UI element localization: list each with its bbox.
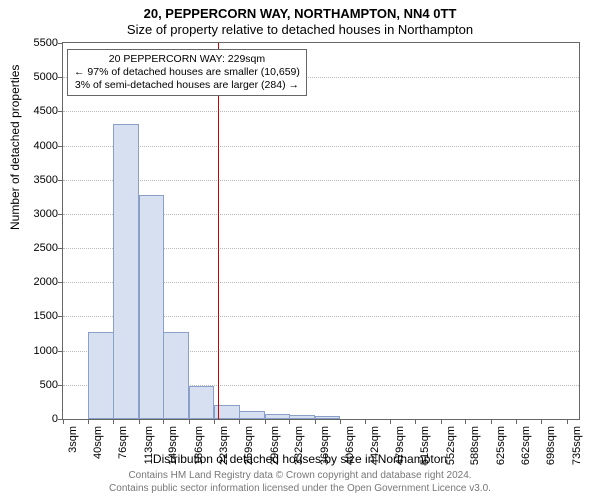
x-tick-label: 662sqm	[520, 426, 532, 465]
x-tick-mark	[189, 419, 190, 424]
x-tick-mark	[139, 419, 140, 424]
x-tick-mark	[465, 419, 466, 424]
y-tick-mark	[58, 214, 63, 215]
x-tick-label: 588sqm	[469, 426, 481, 465]
histogram-bar	[163, 332, 188, 420]
y-tick-label: 4500	[18, 105, 58, 117]
x-tick-mark	[415, 419, 416, 424]
y-tick-label: 1000	[18, 345, 58, 357]
x-tick-mark	[491, 419, 492, 424]
x-tick-label: 223sqm	[218, 426, 230, 465]
x-tick-mark	[340, 419, 341, 424]
y-tick-mark	[58, 180, 63, 181]
histogram-bar	[315, 416, 340, 419]
x-tick-mark	[63, 419, 64, 424]
histogram-bar	[88, 332, 113, 419]
histogram-bar	[265, 414, 290, 419]
reference-line	[218, 43, 219, 419]
x-tick-mark	[214, 419, 215, 424]
y-tick-mark	[58, 385, 63, 386]
y-tick-label: 2000	[18, 276, 58, 288]
x-tick-label: 186sqm	[193, 426, 205, 465]
y-tick-mark	[58, 351, 63, 352]
histogram-bar	[139, 195, 164, 419]
annotation-line1: 20 PEPPERCORN WAY: 229sqm	[74, 53, 300, 66]
x-tick-label: 515sqm	[419, 426, 431, 465]
y-tick-mark	[58, 43, 63, 44]
x-tick-label: 442sqm	[369, 426, 381, 465]
x-tick-label: 735sqm	[571, 426, 583, 465]
x-tick-mark	[265, 419, 266, 424]
histogram-bar	[289, 415, 314, 419]
x-tick-label: 625sqm	[495, 426, 507, 465]
annotation-box: 20 PEPPERCORN WAY: 229sqm ← 97% of detac…	[67, 49, 307, 96]
footer-licence: Contains public sector information licen…	[0, 483, 600, 494]
histogram-bar	[189, 386, 214, 419]
histogram-bar	[113, 124, 138, 419]
chart-container: 20, PEPPERCORN WAY, NORTHAMPTON, NN4 0TT…	[0, 0, 600, 500]
x-tick-label: 552sqm	[445, 426, 457, 465]
y-tick-label: 5000	[18, 71, 58, 83]
grid-line	[63, 111, 579, 112]
y-tick-label: 5500	[18, 37, 58, 49]
x-tick-label: 259sqm	[243, 426, 255, 465]
y-tick-label: 1500	[18, 310, 58, 322]
x-tick-label: 479sqm	[394, 426, 406, 465]
y-tick-mark	[58, 146, 63, 147]
x-tick-label: 40sqm	[92, 426, 104, 459]
x-tick-label: 3sqm	[67, 426, 79, 453]
plot-area	[62, 42, 580, 420]
y-tick-label: 3000	[18, 208, 58, 220]
y-tick-label: 2500	[18, 242, 58, 254]
footer-copyright: Contains HM Land Registry data © Crown c…	[0, 470, 600, 481]
annotation-line3: 3% of semi-detached houses are larger (2…	[74, 79, 300, 92]
y-tick-mark	[58, 77, 63, 78]
y-tick-mark	[58, 111, 63, 112]
grid-line	[63, 146, 579, 147]
y-tick-label: 3500	[18, 174, 58, 186]
y-tick-label: 0	[18, 413, 58, 425]
x-tick-mark	[163, 419, 164, 424]
y-tick-mark	[58, 248, 63, 249]
histogram-bar	[239, 411, 264, 419]
x-tick-label: 406sqm	[344, 426, 356, 465]
x-tick-label: 76sqm	[117, 426, 129, 459]
grid-line	[63, 180, 579, 181]
x-tick-mark	[441, 419, 442, 424]
x-tick-label: 149sqm	[167, 426, 179, 465]
x-tick-mark	[289, 419, 290, 424]
x-tick-mark	[113, 419, 114, 424]
chart-title-main: 20, PEPPERCORN WAY, NORTHAMPTON, NN4 0TT	[0, 6, 600, 21]
y-tick-mark	[58, 282, 63, 283]
x-tick-mark	[239, 419, 240, 424]
x-tick-mark	[365, 419, 366, 424]
x-tick-mark	[88, 419, 89, 424]
chart-title-sub: Size of property relative to detached ho…	[0, 22, 600, 37]
x-tick-label: 332sqm	[293, 426, 305, 465]
x-tick-label: 369sqm	[319, 426, 331, 465]
y-tick-label: 500	[18, 379, 58, 391]
annotation-line2: ← 97% of detached houses are smaller (10…	[74, 66, 300, 79]
x-tick-label: 698sqm	[545, 426, 557, 465]
x-tick-mark	[541, 419, 542, 424]
x-tick-label: 113sqm	[143, 426, 155, 464]
x-tick-mark	[315, 419, 316, 424]
x-tick-mark	[390, 419, 391, 424]
x-tick-mark	[516, 419, 517, 424]
y-tick-label: 4000	[18, 140, 58, 152]
x-tick-mark	[567, 419, 568, 424]
y-tick-mark	[58, 316, 63, 317]
x-tick-label: 296sqm	[269, 426, 281, 465]
